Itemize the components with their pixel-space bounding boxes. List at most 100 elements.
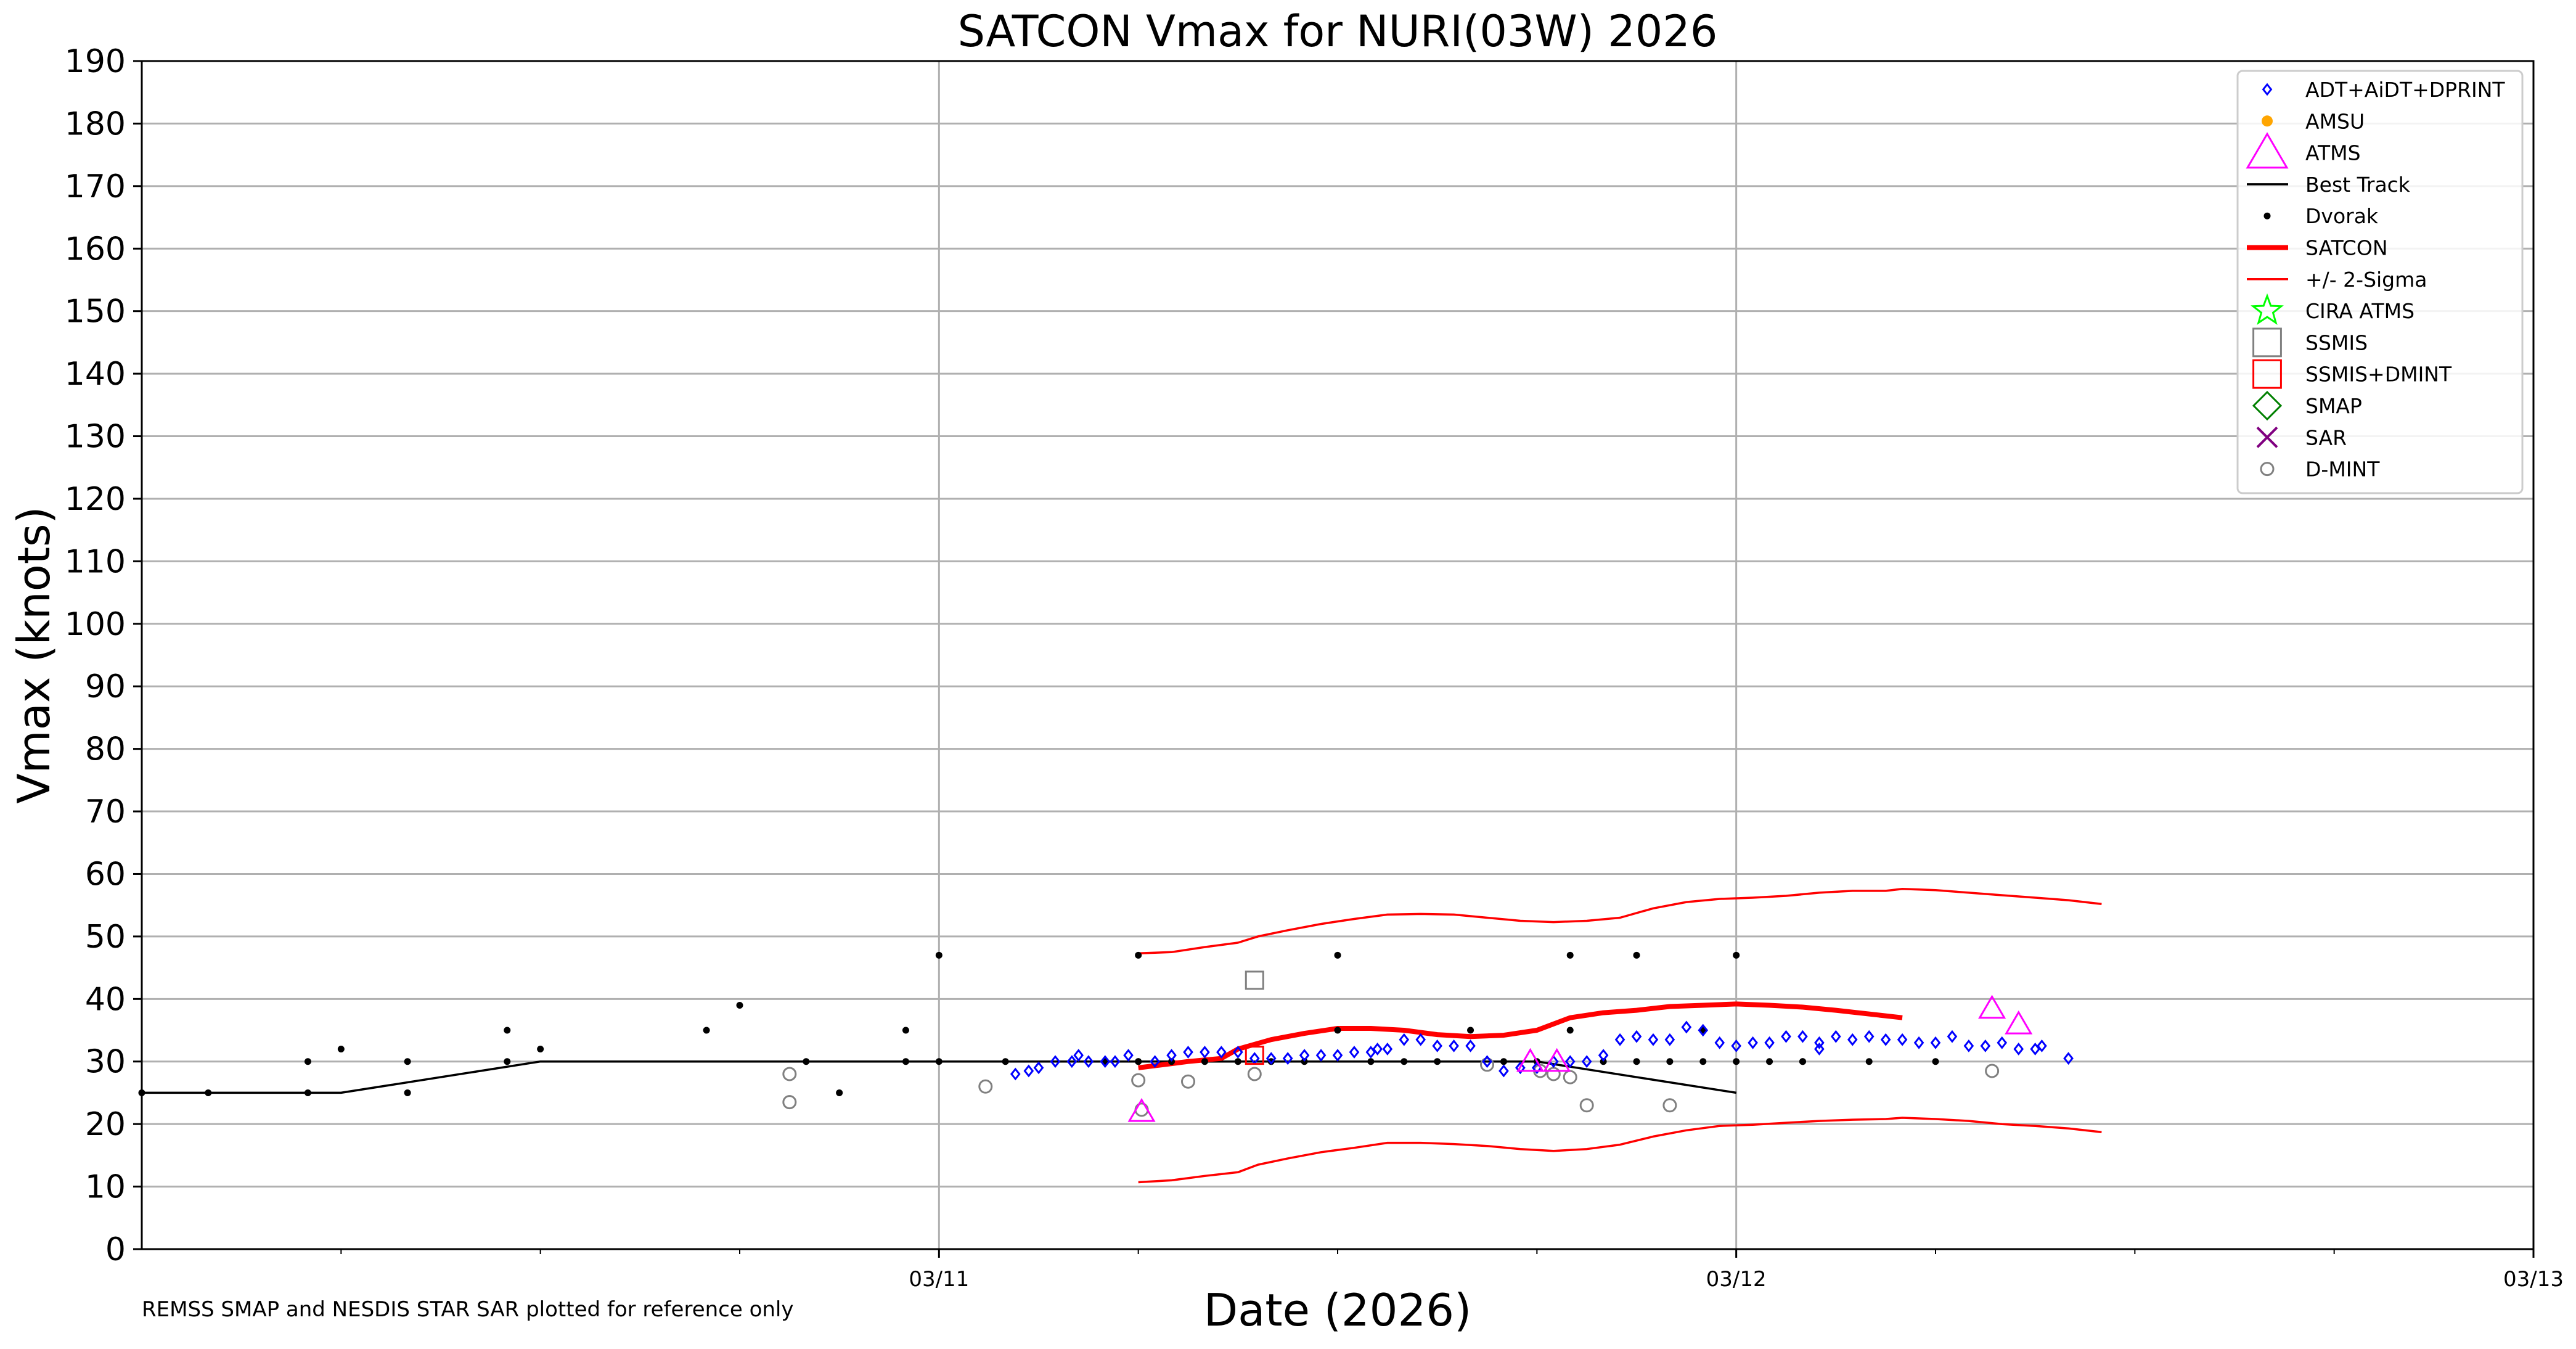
legend-box [2236, 70, 2524, 494]
legend-swatch-marker [2252, 390, 2283, 421]
y-tick-label: 60 [85, 856, 126, 893]
legend-item: AMSU [2262, 109, 2365, 133]
dvorak-point [736, 1001, 743, 1009]
legend-label: Dvorak [2305, 204, 2379, 228]
dvorak-point [1434, 1058, 1441, 1065]
adt-point [1282, 1052, 1293, 1065]
dvorak-point [1334, 1027, 1341, 1034]
adt-point [1083, 1055, 1094, 1068]
dvorak-point [935, 951, 942, 959]
dvorak-point [1865, 1058, 1873, 1065]
x-tick-label: 03/11 [909, 1267, 969, 1292]
adt-point [1814, 1036, 1825, 1049]
legend-swatch-marker [2263, 212, 2271, 219]
adt-point [1110, 1055, 1121, 1068]
adt-point [2063, 1052, 2074, 1065]
adt-point [1233, 1046, 1243, 1059]
legend-label: SSMIS [2305, 330, 2368, 355]
dvorak-point [1135, 1058, 1142, 1065]
adt-point [1349, 1046, 1360, 1059]
legend-swatch-marker [2252, 327, 2282, 358]
x-tick-label: 03/12 [1706, 1267, 1767, 1292]
adt-point [2030, 1043, 2040, 1056]
atms-point [2005, 1010, 2033, 1035]
adt-point [1863, 1030, 1875, 1043]
legend-label: SMAP [2305, 394, 2362, 418]
dmint-point [1662, 1098, 1677, 1113]
legend-label: SAR [2305, 425, 2347, 449]
dmint-point [978, 1079, 993, 1094]
adt-point [1415, 1033, 1426, 1046]
y-tick-label: 10 [85, 1169, 126, 1206]
adt-point [1781, 1030, 1791, 1043]
dvorak-point [205, 1089, 212, 1096]
adt-point [2037, 1039, 2047, 1052]
legend-label: SSMIS+DMINT [2305, 363, 2452, 387]
dmint-point [782, 1095, 797, 1110]
y-tick-label: 170 [65, 168, 126, 205]
y-tick-label: 80 [85, 731, 126, 768]
adt-point [1581, 1055, 1592, 1068]
dvorak-point [1633, 1058, 1640, 1065]
legend-item: Dvorak [2263, 204, 2379, 228]
adt-point [1382, 1043, 1393, 1056]
legend-item: SMAP [2252, 390, 2362, 421]
ssmis-point [1245, 970, 1264, 990]
dvorak-point [902, 1058, 909, 1065]
adt-point [1183, 1046, 1193, 1059]
legend-item: +/- 2-Sigma [2247, 268, 2427, 292]
dvorak-point [504, 1058, 511, 1065]
y-tick-label: 40 [85, 981, 126, 1018]
dvorak-point [1400, 1058, 1408, 1065]
legend: ADT+AiDT+DPRINT AMSU ATMS Best Track Dvorak S… [2236, 70, 2524, 494]
dvorak-point [1234, 1058, 1241, 1065]
adt-point [1748, 1036, 1758, 1049]
dvorak-point [803, 1058, 810, 1065]
adt-point [1698, 1023, 1709, 1037]
dvorak-point [1733, 1058, 1740, 1065]
adt-point [1614, 1033, 1625, 1046]
adt-point [1465, 1039, 1476, 1052]
adt-point [1764, 1036, 1775, 1049]
legend-swatch-marker [2256, 426, 2278, 448]
legend-item: ADT+AiDT+DPRINT [2262, 78, 2505, 102]
adt-point [1681, 1020, 1692, 1034]
dvorak-point [1201, 1058, 1208, 1065]
atms-point [1516, 1048, 1545, 1072]
legend-item: SATCON [2247, 236, 2388, 260]
legend-item: SSMIS [2252, 327, 2368, 358]
y-tick-label: 180 [65, 105, 126, 142]
ssmis_dmint-point [1245, 1046, 1264, 1065]
legend-swatch-marker [2251, 293, 2284, 326]
adt-point [2013, 1043, 2024, 1056]
y-tick-label: 70 [85, 793, 126, 830]
adt-point [1123, 1049, 1134, 1062]
dmint-point [1131, 1073, 1146, 1088]
legend-item: SSMIS+DMINT [2252, 359, 2452, 389]
legend-label: CIRA ATMS [2305, 299, 2414, 323]
adt-point [1797, 1030, 1808, 1043]
x-axis-label: Date (2026) [1204, 1284, 1471, 1336]
dmint-point [782, 1067, 797, 1081]
adt-point [1714, 1036, 1725, 1049]
atms-point [1978, 994, 2006, 1019]
x-tick-label: 03/13 [2503, 1267, 2564, 1292]
legend-swatch-marker [2262, 83, 2273, 96]
adt-point [1100, 1055, 1111, 1068]
atms-point [1127, 1097, 1156, 1122]
grid-lines [142, 61, 2533, 1249]
dvorak-point [1666, 1058, 1674, 1065]
dvorak-point [504, 1027, 511, 1034]
dvorak-point [337, 1045, 345, 1052]
satcon-line [1138, 1001, 1903, 1070]
adt-point [1299, 1049, 1310, 1062]
adt-point [1930, 1036, 1941, 1049]
legend-label: AMSU [2305, 109, 2365, 133]
dvorak-point [304, 1089, 311, 1096]
legend-swatch-marker [2252, 359, 2282, 389]
chart-title: SATCON Vmax for NURI(03W) 2026 [958, 6, 1718, 57]
y-tick-label: 190 [65, 43, 126, 80]
y-tick-label: 130 [65, 419, 126, 456]
dvorak-point [1135, 951, 1142, 959]
